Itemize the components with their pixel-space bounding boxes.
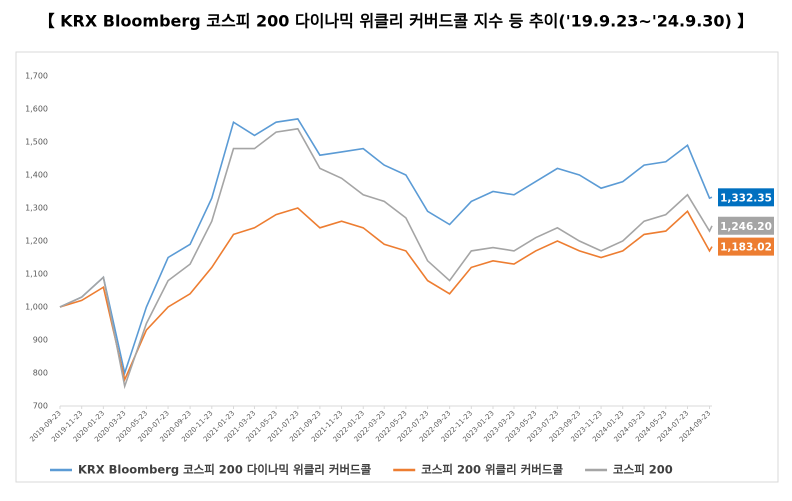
series-line	[59, 118, 713, 377]
legend-label: 코스피 200 위클리 커버드콜	[421, 463, 563, 477]
chart-title: 【 KRX Bloomberg 코스피 200 다이나믹 위클리 커버드콜 지수…	[39, 12, 754, 31]
legend-label: 코스피 200	[613, 463, 673, 477]
y-tick-label: 1,000	[25, 303, 48, 312]
series-line	[59, 207, 713, 383]
y-tick-label: 800	[33, 369, 48, 378]
series-line	[59, 127, 713, 390]
y-tick-label: 1,400	[25, 171, 48, 180]
y-tick-label: 1,600	[25, 105, 48, 114]
end-label: 1,246.20	[720, 221, 772, 233]
plot-frame	[15, 51, 779, 483]
end-label-box	[718, 188, 774, 207]
y-tick-label: 1,100	[25, 270, 48, 279]
end-label-box	[718, 216, 774, 235]
end-label: 1,183.02	[720, 242, 772, 254]
end-label: 1,332.35	[720, 192, 772, 204]
end-label-box	[718, 237, 774, 256]
y-tick-label: 1,300	[25, 204, 48, 213]
y-tick-label: 900	[33, 336, 48, 345]
y-tick-label: 1,700	[25, 72, 48, 81]
y-tick-label: 1,500	[25, 138, 48, 147]
y-tick-label: 1,200	[25, 237, 48, 246]
y-tick-label: 700	[33, 402, 48, 411]
legend-label: KRX Bloomberg 코스피 200 다이나믹 위클리 커버드콜	[78, 463, 372, 477]
